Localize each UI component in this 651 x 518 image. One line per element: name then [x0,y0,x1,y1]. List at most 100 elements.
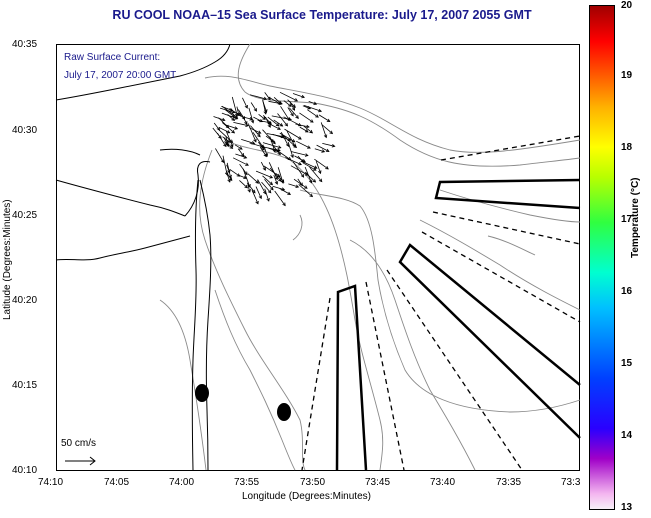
current-vector [279,91,298,102]
current-vector [288,183,299,188]
current-vector [250,125,261,137]
current-vector-head [238,146,243,150]
current-vector-head [292,104,296,108]
x-tick-label: 74:10 [38,477,64,488]
y-tick-label: 40:15 [12,380,38,391]
current-vector-head [304,129,309,133]
current-vector [215,148,225,163]
current-vector-head [312,179,317,183]
current-vector-head [298,136,302,140]
current-vector-head [272,149,276,154]
x-tick-label: 74:00 [169,477,195,488]
current-vector-head [218,135,222,139]
current-vector [258,141,265,151]
colorbar-title: Temperature (°C) [630,177,641,259]
current-vector-head [308,179,313,184]
annotation-line2: July 17, 2007 20:00 GMT [64,70,177,81]
current-vector-head [234,114,238,118]
current-vector [277,150,291,161]
current-vector-head [243,175,248,179]
current-vector-head [264,109,268,113]
current-vector-head [245,123,250,127]
current-vector [322,143,335,147]
current-vector [213,122,220,131]
current-vector [288,107,299,119]
current-vector [265,135,275,143]
current-vector-head [263,96,268,101]
current-vector-head [244,184,249,189]
current-vector [279,188,291,195]
current-vector-head [318,108,323,113]
current-vector-head [262,116,266,120]
current-vector [234,144,243,150]
current-vector [264,188,270,202]
current-vector-head [301,94,305,99]
current-vector [303,125,313,134]
current-vector [262,100,267,113]
current-vector-head [241,116,246,120]
x-tick-label: 73:55 [234,477,260,488]
current-vector-head [225,142,229,146]
current-vector [241,139,255,144]
current-vector [273,174,278,185]
current-vector-head [280,180,285,184]
current-vector-head [305,124,310,129]
current-vector [212,127,222,139]
current-vector [248,107,254,123]
current-vector [268,162,278,180]
current-vector [274,190,286,206]
current-vector [237,148,245,157]
current-vector [315,160,321,174]
current-vector-head [326,118,331,122]
current-vector-head [245,162,249,166]
current-vector [219,127,230,134]
current-vector-head [257,130,262,134]
y-axis-title: Latitude (Degrees:Minutes) [2,199,13,320]
dashed-corridor-lines [301,135,581,471]
current-vector [267,122,281,130]
current-vector [252,132,264,148]
current-vector-head [253,138,257,143]
current-vector-head [231,117,236,121]
current-vector-head [288,103,292,107]
current-vector-head [269,175,274,179]
colorbar-tick: 13 [621,502,633,513]
current-vector [246,182,256,194]
current-vector [222,136,231,143]
current-vector [239,180,248,189]
current-vector-head [234,126,239,130]
current-vector-head [329,130,334,135]
current-vector [261,181,272,194]
current-vector-head [277,145,282,149]
current-vector-head [325,166,329,170]
current-vector-head [244,171,248,176]
current-vector [235,153,247,159]
current-vector [308,101,317,105]
current-vector [221,112,238,120]
surface-current-arrows [212,91,336,207]
scale-arrow-icon [65,456,96,466]
current-vector-head [274,181,279,185]
current-vector [222,155,228,176]
current-vector-head [243,155,248,159]
current-vector-head [284,122,289,127]
current-vector [258,113,266,120]
x-tick-label: 73:50 [300,477,326,488]
colorbar-tick: 19 [621,70,633,81]
current-vector [299,112,314,123]
current-vector [277,113,288,127]
current-vector [292,93,305,98]
current-vector [280,106,290,121]
current-vector [287,99,296,108]
current-vector [321,124,333,134]
current-vector [285,157,302,165]
current-vector [264,147,268,157]
current-vector [314,148,325,153]
current-vector [226,162,232,178]
current-vector [249,94,267,100]
current-vector-head [229,145,234,149]
site-marker [195,384,209,402]
current-vector [284,128,302,140]
current-vector [267,116,280,127]
current-vector [287,141,294,158]
